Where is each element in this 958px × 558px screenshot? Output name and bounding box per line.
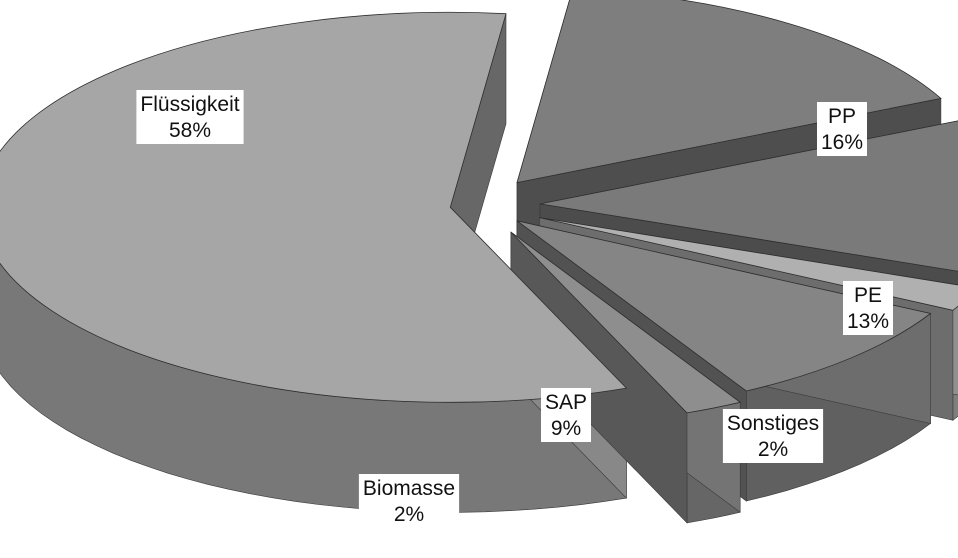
- slice-percent: 2%: [758, 438, 788, 461]
- slice-pp: [516, 0, 942, 184]
- slice-label: Sonstiges: [727, 412, 819, 435]
- data-label-box: [358, 474, 460, 528]
- slice-label: PP: [828, 105, 856, 128]
- slice-percent: 58%: [169, 119, 211, 142]
- data-label-1: PP 16%: [817, 102, 867, 156]
- slice-label: Flüssigkeit: [140, 93, 239, 116]
- slice-percent: 13%: [847, 310, 889, 333]
- slice-sap: [516, 220, 932, 392]
- slice-label: Biomasse: [363, 477, 455, 500]
- data-label-4: SAP 9%: [541, 388, 591, 442]
- data-label-5: Biomasse 2%: [358, 474, 460, 528]
- pie-labels: Flüssigkeit 58% PP 16% PE 13% Sonstiges 2% SAP 9%…: [136, 90, 893, 528]
- data-label-0: Flüssigkeit 58%: [136, 90, 244, 144]
- data-label-box: [843, 281, 893, 335]
- slice-percent: 2%: [394, 503, 424, 526]
- slice-biomasse: [510, 231, 742, 414]
- data-label-3: Sonstiges 2%: [722, 409, 824, 463]
- data-label-2: PE 13%: [843, 281, 893, 335]
- data-label-box: [722, 409, 824, 463]
- slice-percent: 16%: [821, 131, 863, 154]
- data-label-box: [541, 388, 591, 442]
- slice-label: PE: [854, 284, 882, 307]
- data-label-box: [136, 90, 244, 144]
- slice-pe: [539, 120, 958, 272]
- slice-percent: 9%: [551, 417, 581, 440]
- slice-label: SAP: [545, 391, 587, 414]
- data-label-box: [817, 102, 867, 156]
